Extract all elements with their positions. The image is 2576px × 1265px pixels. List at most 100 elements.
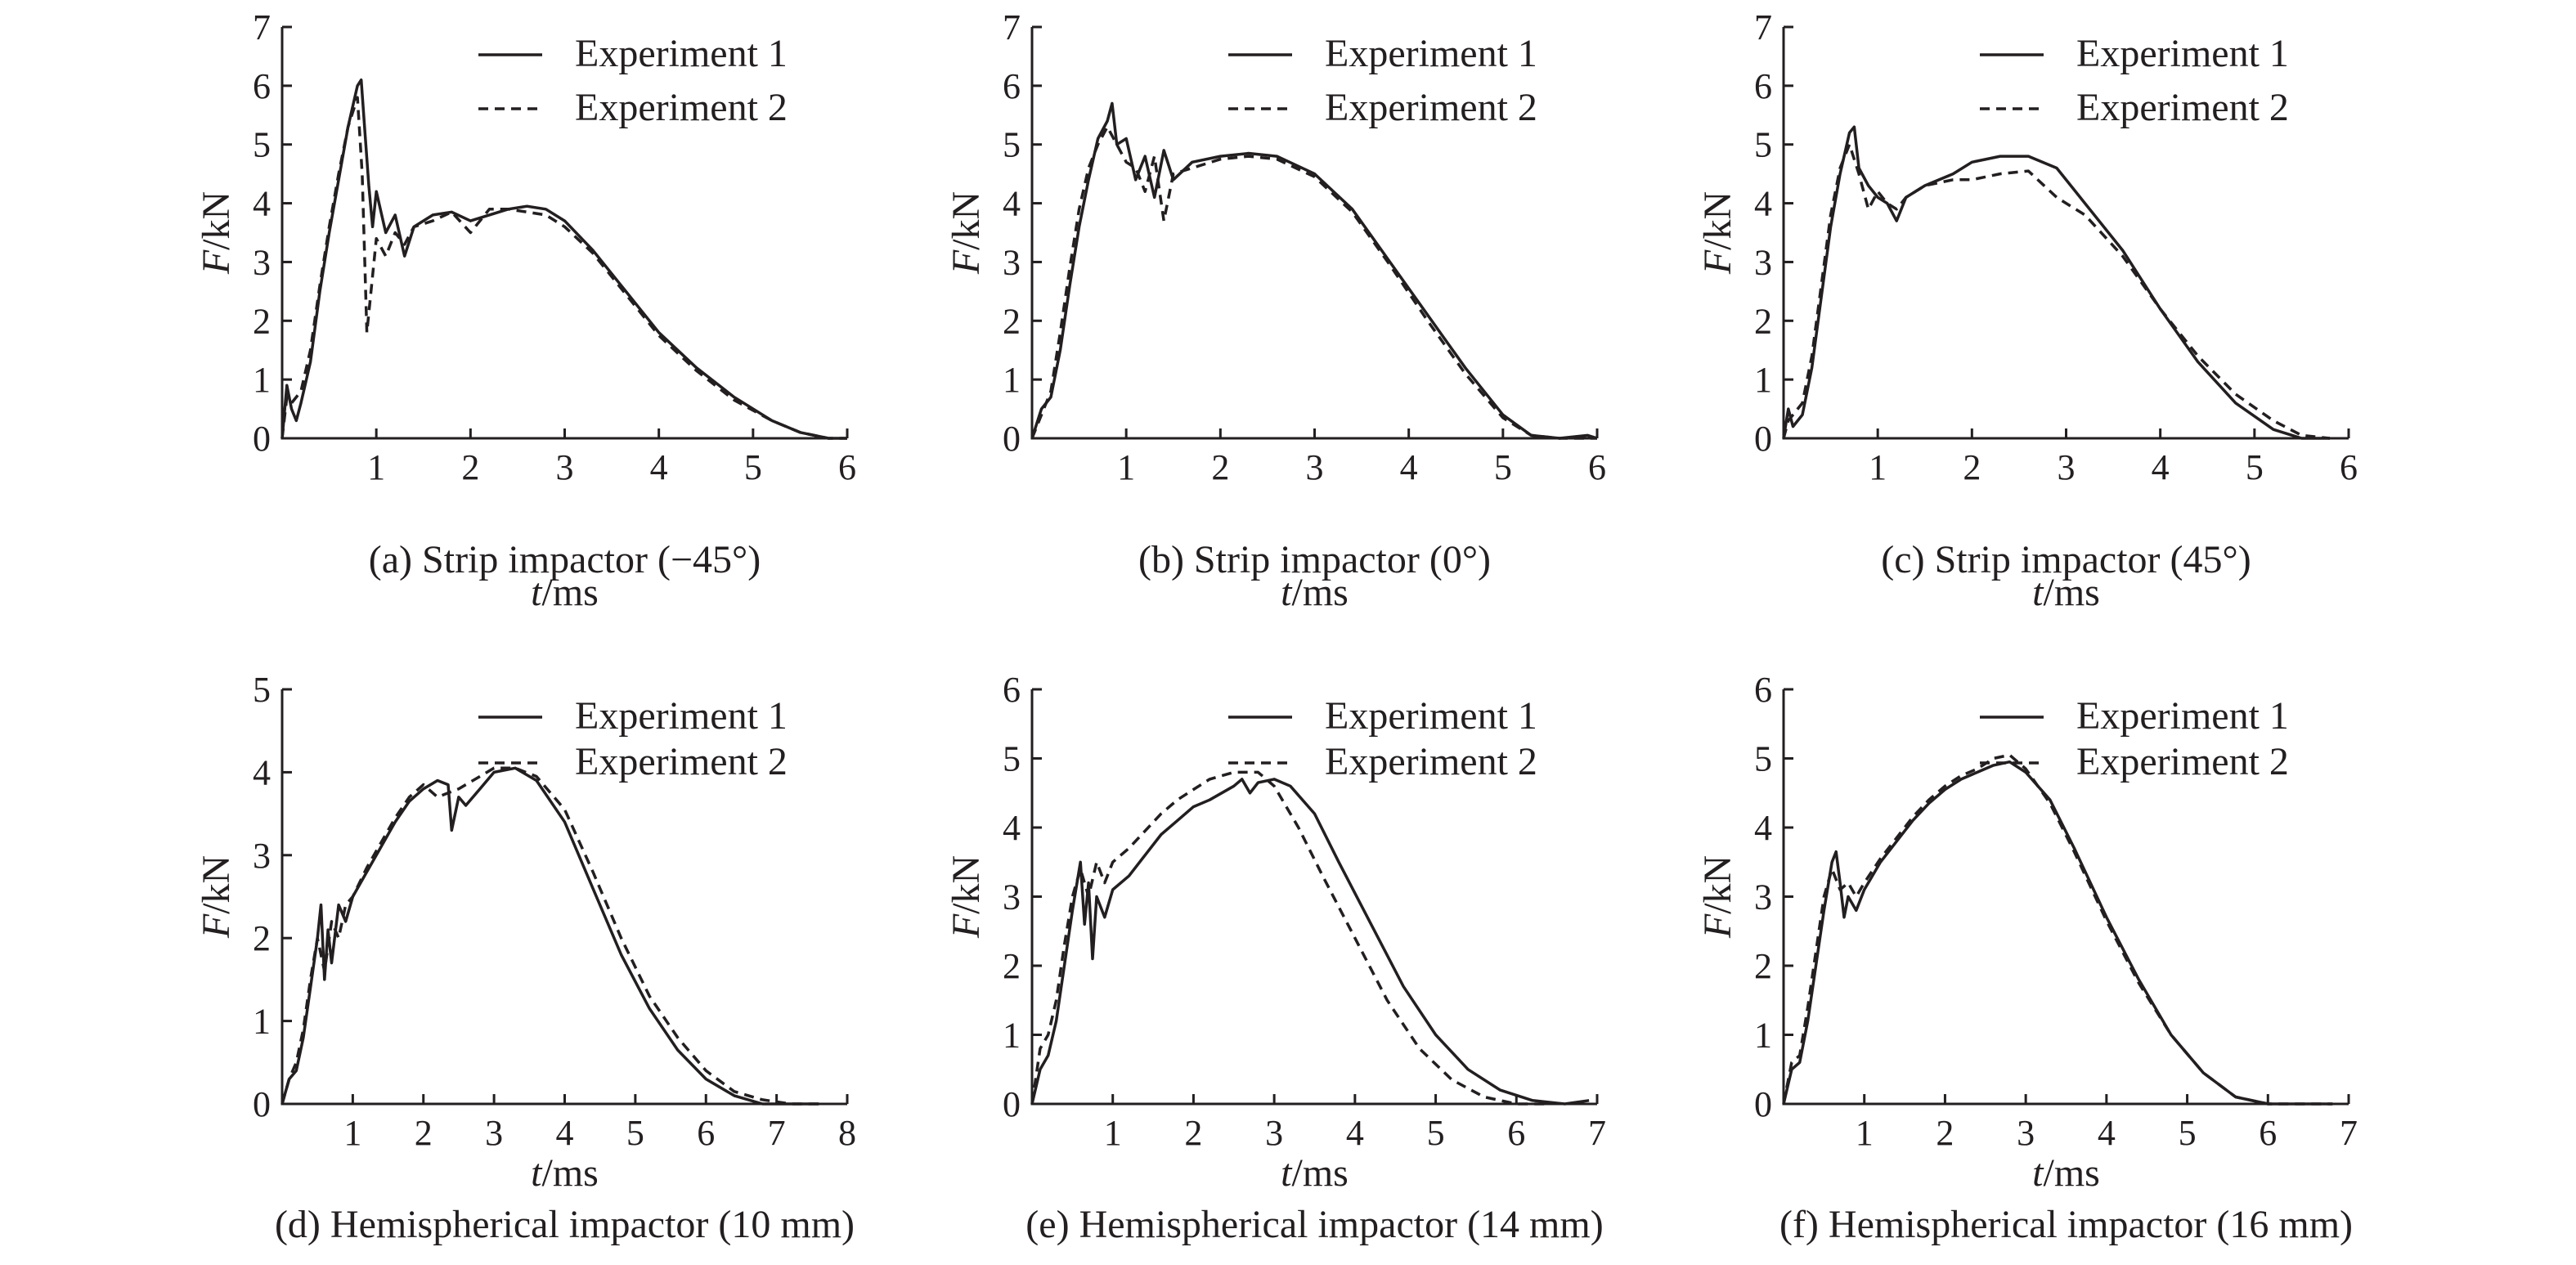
chart-panel-a: 0 1 2 3 4 5 6 7 1 2 3 4 5 6 F/kN t/ms(a) Strip impactor… <box>195 7 856 614</box>
series-line-2 <box>280 96 847 440</box>
y-tick-label: 0 <box>253 419 271 459</box>
series-line-2 <box>1782 142 2331 440</box>
y-axis-label: F/kN <box>1696 855 1739 939</box>
x-tick-label: 7 <box>768 1113 786 1153</box>
chart-caption: (c) Strip impactor (45°) <box>1881 538 2251 581</box>
y-tick-label: 2 <box>1003 301 1021 341</box>
series-line-1 <box>1030 101 1598 440</box>
x-tick-label: 3 <box>2058 447 2076 487</box>
y-tick-label: 3 <box>1754 242 1772 282</box>
y-tick-label: 1 <box>1754 1016 1772 1056</box>
y-tick-label: 0 <box>1003 1084 1021 1124</box>
x-tick-label: 2 <box>1963 447 1981 487</box>
y-tick-label: 4 <box>1754 808 1772 848</box>
y-tick-label: 6 <box>1003 670 1021 710</box>
x-tick-label: 2 <box>1184 1113 1202 1153</box>
y-axis-label-var: F <box>945 249 988 275</box>
y-tick-label: 5 <box>253 670 271 710</box>
y-axis-label-var: F <box>1696 913 1739 939</box>
y-axis-label-unit: /kN <box>195 855 238 914</box>
x-axis-label-var: t <box>2032 571 2044 614</box>
legend-label-2: Experiment 2 <box>1325 86 1537 129</box>
y-tick-label: 3 <box>1003 877 1021 917</box>
y-tick-label: 1 <box>253 1002 271 1042</box>
x-tick-label: 5 <box>1494 447 1512 487</box>
legend-label-2: Experiment 2 <box>2076 86 2289 129</box>
x-tick-label: 1 <box>367 447 385 487</box>
x-axis-label: t/ms <box>1281 1151 1349 1195</box>
chart-caption: (e) Hemispherical impactor (14 mm) <box>1025 1203 1603 1246</box>
legend-label-1: Experiment 1 <box>1325 32 1537 75</box>
y-axis-label: F/kN <box>195 855 238 939</box>
y-tick-label: 6 <box>253 66 271 106</box>
series-line-1 <box>1782 125 2330 440</box>
legend-label-2: Experiment 2 <box>1325 740 1537 783</box>
series-line-1 <box>280 766 819 1106</box>
x-tick-label: 4 <box>1400 447 1418 487</box>
y-tick-label: 4 <box>1003 808 1021 848</box>
x-tick-label: 1 <box>343 1113 361 1153</box>
y-tick-label: 6 <box>1003 66 1021 106</box>
legend-label-1: Experiment 1 <box>2076 32 2289 75</box>
y-tick-label: 5 <box>1754 125 1772 165</box>
y-tick-label: 6 <box>1754 670 1772 710</box>
x-tick-label: 2 <box>415 1113 433 1153</box>
legend-label-1: Experiment 1 <box>575 694 788 738</box>
legend-label-2: Experiment 2 <box>575 86 788 129</box>
y-tick-label: 3 <box>1003 242 1021 282</box>
y-tick-label: 2 <box>1754 301 1772 341</box>
x-axis-label: t/ms <box>1281 571 1349 614</box>
x-tick-label: 6 <box>697 1113 715 1153</box>
y-tick-label: 5 <box>1754 739 1772 779</box>
y-tick-label: 7 <box>1003 7 1021 47</box>
chart-caption: (b) Strip impactor (0°) <box>1138 538 1491 581</box>
y-tick-label: 4 <box>253 184 271 224</box>
y-tick-label: 0 <box>1754 419 1772 459</box>
y-tick-label: 4 <box>1003 184 1021 224</box>
y-tick-label: 4 <box>1754 184 1772 224</box>
x-tick-label: 4 <box>1346 1113 1364 1153</box>
chart-panel-e: 0 1 2 3 4 5 6 1 2 3 4 5 6 7 F/kN t/ms (e) Hemispherical … <box>945 670 1606 1246</box>
x-tick-label: 1 <box>1869 447 1887 487</box>
x-axis-label-unit: /ms <box>1291 571 1348 614</box>
y-axis-label-var: F <box>195 249 238 275</box>
x-tick-label: 8 <box>838 1113 856 1153</box>
x-axis-label-var: t <box>1281 1151 1293 1195</box>
x-tick-label: 3 <box>556 447 574 487</box>
x-axis-label-unit: /ms <box>1291 1151 1348 1195</box>
y-axis-label-unit: /kN <box>1696 191 1739 250</box>
y-axis-label-var: F <box>195 913 238 939</box>
chart-caption: (a) Strip impactor (−45°) <box>369 538 761 581</box>
y-tick-label: 0 <box>1754 1084 1772 1124</box>
x-tick-label: 6 <box>2259 1113 2277 1153</box>
x-tick-label: 5 <box>2246 447 2264 487</box>
legend-label-2: Experiment 2 <box>575 740 788 783</box>
y-tick-label: 5 <box>1003 125 1021 165</box>
y-axis-label-unit: /kN <box>195 191 238 250</box>
x-tick-label: 3 <box>1306 447 1324 487</box>
y-tick-label: 7 <box>1754 7 1772 47</box>
y-axis-label: F/kN <box>945 191 988 275</box>
y-axis-label: F/kN <box>945 855 988 939</box>
y-tick-label: 2 <box>1754 946 1772 986</box>
y-tick-label: 1 <box>253 360 271 400</box>
x-tick-label: 1 <box>1117 447 1135 487</box>
x-tick-label: 4 <box>650 447 668 487</box>
legend-label-1: Experiment 1 <box>2076 694 2289 738</box>
y-axis-label-unit: /kN <box>945 191 988 250</box>
y-axis-label-unit: /kN <box>1696 855 1739 914</box>
y-tick-label: 5 <box>1003 739 1021 779</box>
chart-panel-f: 0 1 2 3 4 5 6 1 2 3 4 5 6 7 F/kN t/ms (f) Hemispherical … <box>1696 670 2358 1246</box>
x-axis-label: t/ms <box>2032 1151 2100 1195</box>
x-axis-label-unit: /ms <box>2043 1151 2099 1195</box>
chart-caption: (f) Hemispherical impactor (16 mm) <box>1779 1203 2353 1246</box>
x-tick-label: 7 <box>2340 1113 2358 1153</box>
x-axis-label-var: t <box>1281 571 1293 614</box>
series-line-2 <box>1030 125 1597 440</box>
y-axis-label-var: F <box>945 913 988 939</box>
y-axis-label-var: F <box>1696 249 1739 275</box>
x-tick-label: 4 <box>2152 447 2170 487</box>
x-axis-label: t/ms <box>531 571 599 614</box>
x-tick-label: 7 <box>1588 1113 1606 1153</box>
